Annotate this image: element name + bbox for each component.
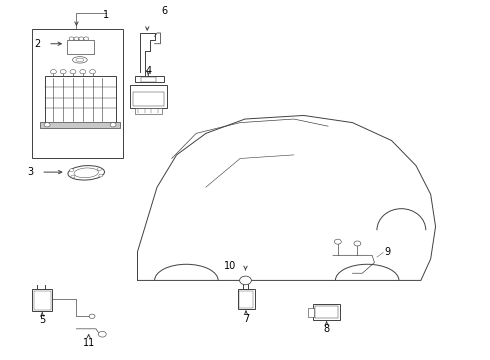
- Bar: [239, 291, 253, 308]
- Bar: [238, 289, 255, 309]
- Circle shape: [99, 174, 103, 177]
- Text: 4: 4: [145, 66, 151, 76]
- Bar: [32, 289, 52, 311]
- Bar: [135, 108, 162, 114]
- Circle shape: [44, 123, 50, 127]
- Bar: [141, 77, 156, 82]
- Text: 2: 2: [34, 39, 41, 49]
- Circle shape: [79, 37, 84, 41]
- Circle shape: [70, 169, 74, 171]
- Circle shape: [98, 331, 106, 337]
- Bar: [40, 122, 121, 128]
- Circle shape: [354, 241, 361, 246]
- Text: 1: 1: [103, 10, 109, 20]
- Circle shape: [50, 69, 56, 74]
- Ellipse shape: [76, 58, 84, 62]
- Text: 8: 8: [323, 324, 330, 334]
- Circle shape: [60, 69, 66, 74]
- Circle shape: [334, 239, 341, 244]
- Circle shape: [110, 123, 116, 127]
- Bar: [130, 85, 167, 108]
- Circle shape: [84, 37, 89, 41]
- Bar: [133, 92, 164, 107]
- Bar: [45, 76, 116, 123]
- Bar: [32, 30, 123, 158]
- Text: 9: 9: [384, 247, 391, 257]
- Circle shape: [240, 276, 251, 285]
- Text: 6: 6: [161, 6, 168, 17]
- Circle shape: [90, 69, 96, 74]
- Circle shape: [89, 314, 95, 319]
- Circle shape: [70, 69, 76, 74]
- Circle shape: [74, 37, 79, 41]
- Circle shape: [98, 168, 101, 171]
- Bar: [316, 306, 338, 319]
- Text: 5: 5: [39, 315, 46, 325]
- Ellipse shape: [68, 166, 104, 180]
- Circle shape: [80, 69, 86, 74]
- Bar: [34, 291, 50, 310]
- Bar: [314, 304, 340, 320]
- Text: 11: 11: [82, 338, 95, 348]
- Text: 3: 3: [28, 167, 34, 177]
- Bar: [308, 308, 314, 317]
- Ellipse shape: [73, 57, 87, 63]
- Bar: [67, 40, 94, 54]
- Circle shape: [71, 175, 75, 178]
- Circle shape: [69, 37, 74, 41]
- Bar: [135, 76, 164, 82]
- Text: 7: 7: [243, 314, 249, 324]
- Text: 10: 10: [224, 261, 237, 271]
- Ellipse shape: [74, 168, 98, 178]
